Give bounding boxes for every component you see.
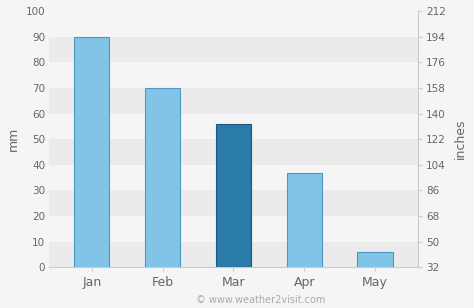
Bar — [49, 11, 418, 37]
Bar — [49, 88, 418, 114]
Y-axis label: mm: mm — [7, 127, 20, 151]
Bar — [49, 242, 418, 267]
Bar — [49, 114, 418, 139]
Bar — [49, 165, 418, 190]
Bar — [49, 62, 418, 88]
Text: © www.weather2visit.com: © www.weather2visit.com — [196, 295, 325, 305]
Bar — [74, 37, 109, 267]
Bar — [49, 190, 418, 216]
Bar — [216, 124, 251, 267]
Bar — [49, 139, 418, 165]
Bar — [49, 37, 418, 62]
Bar — [357, 252, 393, 267]
Bar — [145, 88, 180, 267]
Bar — [49, 0, 418, 11]
Bar — [286, 172, 322, 267]
Bar — [49, 216, 418, 242]
Y-axis label: inches: inches — [454, 119, 467, 160]
